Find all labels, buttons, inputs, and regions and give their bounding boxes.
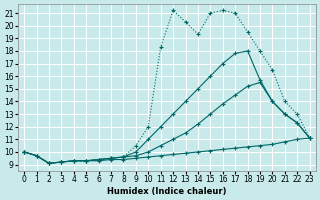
X-axis label: Humidex (Indice chaleur): Humidex (Indice chaleur) xyxy=(107,187,227,196)
